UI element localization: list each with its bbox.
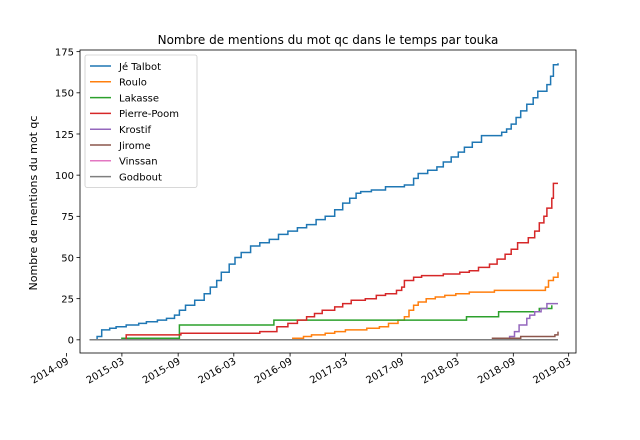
series-line-3 <box>89 182 558 341</box>
y-tick-label-1: 25 <box>61 294 74 305</box>
series-line-2 <box>89 305 553 341</box>
series-line-0 <box>89 63 559 341</box>
y-tick-label-4: 100 <box>55 171 74 182</box>
y-axis-label: Nombre de mentions du mot qc <box>27 116 40 291</box>
y-tick-label-7: 175 <box>55 47 74 58</box>
legend-label-0: Jé Talbot <box>118 61 161 73</box>
legend-box <box>84 54 198 188</box>
y-tick-label-0: 0 <box>68 336 74 347</box>
legend-label-1: Roulo <box>119 78 147 89</box>
legend-label-6: Vinssan <box>119 157 158 168</box>
legend-label-7: Godbout <box>119 172 162 183</box>
chart-title: Nombre de mentions du mot qc dans le tem… <box>158 33 499 47</box>
y-tick-label-6: 150 <box>55 89 74 100</box>
legend-label-3: Pierre-Poom <box>119 109 179 120</box>
legend-label-2: Lakasse <box>119 93 159 104</box>
y-tick-label-3: 75 <box>61 212 74 223</box>
series-line-1 <box>89 272 559 341</box>
y-tick-label-2: 50 <box>61 253 74 264</box>
legend: Jé Talbot Roulo Lakasse Pierre-Poom Krostif J… <box>84 54 198 188</box>
y-tick-label-5: 125 <box>55 130 74 141</box>
series-line-4 <box>89 302 558 341</box>
legend-label-4: Krostif <box>119 125 151 136</box>
axes-frame <box>79 49 577 354</box>
legend-label-5: Jirome <box>118 141 151 152</box>
